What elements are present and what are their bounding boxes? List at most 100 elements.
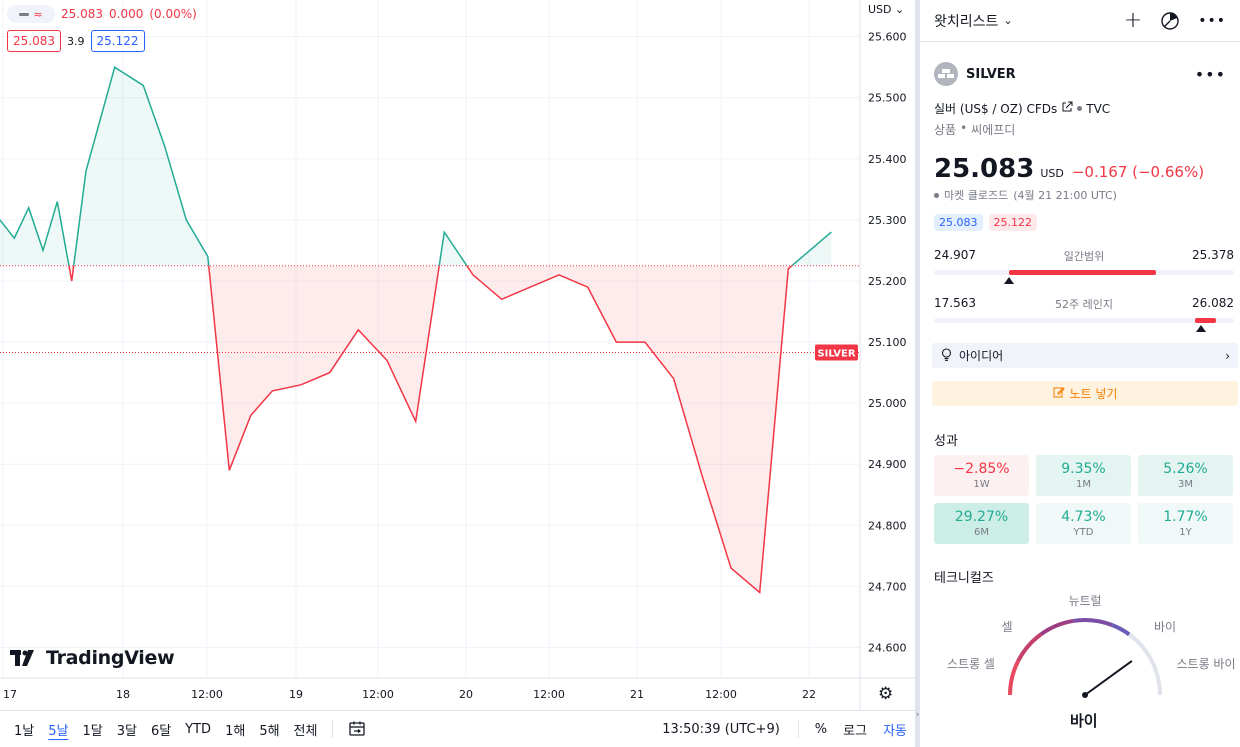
symbol-description[interactable]: 실버 (US$ / OZ) CFDs (934, 102, 1058, 116)
add-note-button[interactable]: 노트 넣기 (932, 381, 1238, 406)
watchlist-title-button[interactable]: 왓치리스트 ⌄ (934, 11, 1013, 31)
x-tick-label: 19 (289, 688, 303, 701)
symbol-price-tag[interactable]: SILVER (815, 344, 858, 361)
range-selector: 1날 5날 1달 3달 6달 YTD 1해 5해 전체 (0, 711, 324, 747)
bid-ask-pills: 25.083 25.122 (934, 214, 1037, 231)
range-button[interactable]: 전체 (293, 723, 318, 739)
panel-divider[interactable] (915, 0, 920, 747)
performance-value: 4.73% (1061, 509, 1106, 525)
more-icon[interactable]: ••• (1194, 64, 1226, 84)
performance-cell: 1.77% 1Y (1138, 503, 1233, 544)
performance-title: 성과 (934, 434, 958, 449)
more-icon[interactable]: ••• (1198, 12, 1226, 29)
price-chart[interactable]: 25.600 25.500 25.400 25.300 25.200 25.100 25.0… (0, 0, 915, 710)
week52-range: 17.563 52주 레인지 26.082 (934, 296, 1234, 332)
technicals-gauge[interactable] (920, 585, 1240, 710)
watchlist-title: 왓치리스트 (934, 13, 999, 30)
y-tick-label: 25.600 (868, 31, 907, 44)
gauge-strong-buy: 스트롱 바이 (1176, 657, 1236, 671)
day-range-low: 24.907 (934, 248, 976, 262)
performance-value: −2.85% (953, 461, 1010, 477)
add-note-label: 노트 넣기 (1069, 387, 1118, 401)
range-button[interactable]: 5해 (259, 723, 280, 739)
log-scale-button[interactable]: 로그 (843, 723, 868, 739)
performance-period: 6M (974, 527, 989, 538)
range-button[interactable]: 1날 (14, 723, 35, 739)
data-source: TVC (1086, 101, 1111, 116)
x-tick-label: 22 (802, 688, 816, 701)
edit-icon (1053, 386, 1065, 401)
x-tick-label: 12:00 (362, 688, 394, 701)
day-range-track (934, 270, 1234, 284)
bottom-toolbar: 1날 5날 1달 3달 6달 YTD 1해 5해 전체 13:50:39 (UTC+9) % 로… (0, 710, 915, 747)
legend-change: 0.000 (109, 7, 144, 21)
external-link-icon[interactable] (1061, 101, 1073, 116)
gauge-neutral: 뉴트럴 (1068, 594, 1102, 608)
auto-scale-button[interactable]: 자동 (883, 723, 907, 739)
range-button[interactable]: 1달 (82, 723, 103, 739)
percent-scale-button[interactable]: % (814, 721, 828, 737)
chart-pane[interactable]: 25.600 25.500 25.400 25.300 25.200 25.100 25.0… (0, 0, 915, 710)
area-above-baseline (0, 67, 832, 266)
x-tick-label: 12:00 (191, 688, 223, 701)
symbol-type-row: 상품 • 씨에프디 (934, 121, 1015, 138)
silver-logo-icon (934, 62, 958, 86)
performance-period: 3M (1178, 479, 1193, 490)
ideas-button[interactable]: 아이디어 › (932, 343, 1238, 368)
pie-chart-icon[interactable] (1160, 11, 1180, 31)
divider (332, 720, 334, 738)
performance-value: 1.77% (1163, 509, 1208, 525)
tradingview-logo[interactable]: TradingView (10, 647, 175, 669)
spread-value: 3.9 (67, 34, 85, 48)
x-tick-label: 20 (459, 688, 473, 701)
range-button[interactable]: 5날 (48, 723, 69, 739)
performance-period: YTD (1073, 527, 1094, 538)
symbol-subcategory: 씨에프디 (971, 123, 1016, 137)
gauge-sell: 셀 (1001, 620, 1013, 634)
y-tick-label: 25.300 (868, 214, 907, 227)
watchlist-header: 왓치리스트 ⌄ + ••• (920, 0, 1240, 42)
x-tick-label: 18 (116, 688, 130, 701)
performance-period: 1Y (1179, 527, 1192, 538)
ask-price-button[interactable]: 25.122 (90, 30, 145, 52)
chevron-right-icon: › (1225, 348, 1230, 363)
week52-label: 52주 레인지 (1055, 298, 1113, 311)
x-tick-label: 17 (3, 688, 17, 701)
legend-toggle-button[interactable]: ≈ (7, 5, 55, 23)
range-button[interactable]: 3달 (116, 723, 137, 739)
currency-selector[interactable]: USD ⌄ (868, 3, 904, 16)
brand-name: TradingView (46, 647, 175, 669)
performance-cell: 29.27% 6M (934, 503, 1029, 544)
performance-value: 29.27% (954, 509, 1009, 525)
range-button[interactable]: 1해 (225, 723, 246, 739)
market-status-row: 마켓 클로즈드 (4월 21 21:00 UTC) (934, 187, 1117, 203)
technicals-title[interactable]: 테크니컬즈 (934, 571, 994, 586)
separator-dot (1077, 106, 1083, 111)
gauge-arc (1008, 660, 1020, 696)
series-line-up (0, 66, 832, 266)
date-range-icon[interactable] (341, 711, 373, 747)
y-tick-label: 25.500 (868, 92, 907, 105)
divider (797, 720, 799, 738)
week52-fill (1195, 318, 1216, 323)
chevron-right-icon[interactable]: › (915, 710, 920, 720)
plus-icon[interactable]: + (1123, 8, 1143, 33)
triangle-up-icon (1004, 277, 1014, 284)
ideas-label: 아이디어 (959, 349, 1004, 363)
gauge-result: 바이 (1070, 712, 1098, 730)
symbol-description-row: 실버 (US$ / OZ) CFDs TVC (934, 100, 1110, 117)
triangle-up-icon (1196, 325, 1206, 332)
performance-cell: 4.73% YTD (1036, 503, 1131, 544)
gauge-needle (1084, 660, 1133, 696)
legend-last-price: 25.083 (61, 7, 103, 21)
gear-icon[interactable]: ⚙ (878, 684, 894, 704)
symbol-name[interactable]: SILVER (966, 66, 1016, 82)
clock[interactable]: 13:50:39 (UTC+9) (662, 721, 780, 737)
range-button[interactable]: 6달 (150, 723, 172, 739)
y-tick-label: 25.200 (868, 275, 907, 288)
bid-price-button[interactable]: 25.083 (7, 30, 61, 52)
price-currency: USD (1040, 167, 1064, 180)
range-button[interactable]: YTD (185, 721, 212, 737)
day-range: 24.907 일간범위 25.378 (934, 248, 1234, 284)
ask-pill: 25.122 (988, 214, 1037, 231)
